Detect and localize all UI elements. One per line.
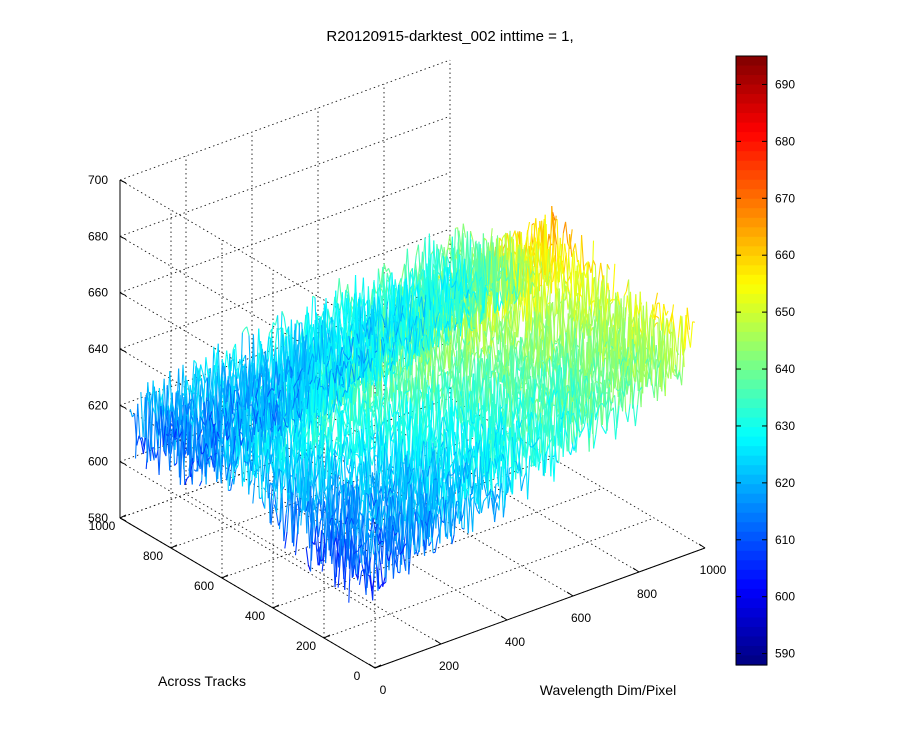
surface-line <box>473 456 475 457</box>
surface-line <box>613 408 615 440</box>
surface-line <box>624 291 626 295</box>
surface-line <box>664 304 666 315</box>
surface-line <box>332 421 334 433</box>
surface-line <box>633 404 635 426</box>
surface-line <box>527 222 529 234</box>
surface-line <box>263 457 265 481</box>
surface-line <box>598 263 600 281</box>
surface <box>130 206 695 603</box>
surface-line <box>690 322 692 348</box>
surface-line <box>451 444 453 473</box>
surface-line <box>435 538 437 552</box>
surface-line <box>391 432 393 440</box>
grid-line <box>120 173 450 293</box>
surface-line <box>253 477 255 503</box>
surface-line <box>306 547 308 564</box>
surface-line <box>493 339 495 358</box>
surface-line <box>284 514 286 541</box>
surface-line <box>367 575 369 576</box>
surface-line <box>693 322 695 323</box>
surface-line <box>285 532 287 549</box>
surface-line <box>383 577 385 586</box>
surface-line <box>403 413 405 414</box>
surface-line <box>359 571 361 585</box>
surface-line <box>276 512 278 525</box>
surface-line <box>481 501 483 513</box>
surface-line <box>628 404 630 422</box>
surface-line <box>407 391 409 392</box>
surface-line <box>601 426 603 430</box>
surface-line <box>391 425 393 431</box>
surface-line <box>524 473 526 480</box>
surface-line <box>635 405 637 426</box>
surface-line <box>575 243 577 262</box>
surface-line <box>360 464 362 465</box>
surface-line <box>381 563 383 587</box>
grid-line <box>120 60 450 180</box>
surface-line <box>484 498 486 501</box>
surface-line <box>580 431 582 432</box>
surface-line <box>324 420 326 421</box>
surface-line <box>657 317 659 319</box>
surface-line <box>240 441 242 487</box>
surface-line <box>594 435 596 449</box>
surface-line <box>438 375 440 376</box>
surface-line <box>593 260 595 265</box>
surface-line <box>200 481 202 486</box>
surface-line <box>571 445 573 454</box>
surface-line <box>521 480 523 491</box>
surface-line <box>390 404 392 417</box>
surface-line <box>495 502 497 522</box>
surface-line <box>589 262 591 273</box>
surface-line <box>592 311 594 326</box>
surface-line <box>231 479 233 490</box>
chart-title: R20120915-darktest_002 inttime = 1, <box>0 28 900 45</box>
surface-line <box>528 456 530 500</box>
grid-line <box>120 116 450 236</box>
surface-line <box>566 222 568 244</box>
surface-line <box>666 311 668 316</box>
surface-line <box>601 263 603 279</box>
surface-line <box>555 343 557 344</box>
surface-line <box>610 302 612 304</box>
surface-line <box>472 497 474 498</box>
surface-line <box>613 264 615 302</box>
surface-line <box>356 551 358 552</box>
surface-line <box>295 530 297 555</box>
surface-line <box>582 235 584 271</box>
surface-line <box>655 293 657 304</box>
surface-line <box>552 456 554 457</box>
